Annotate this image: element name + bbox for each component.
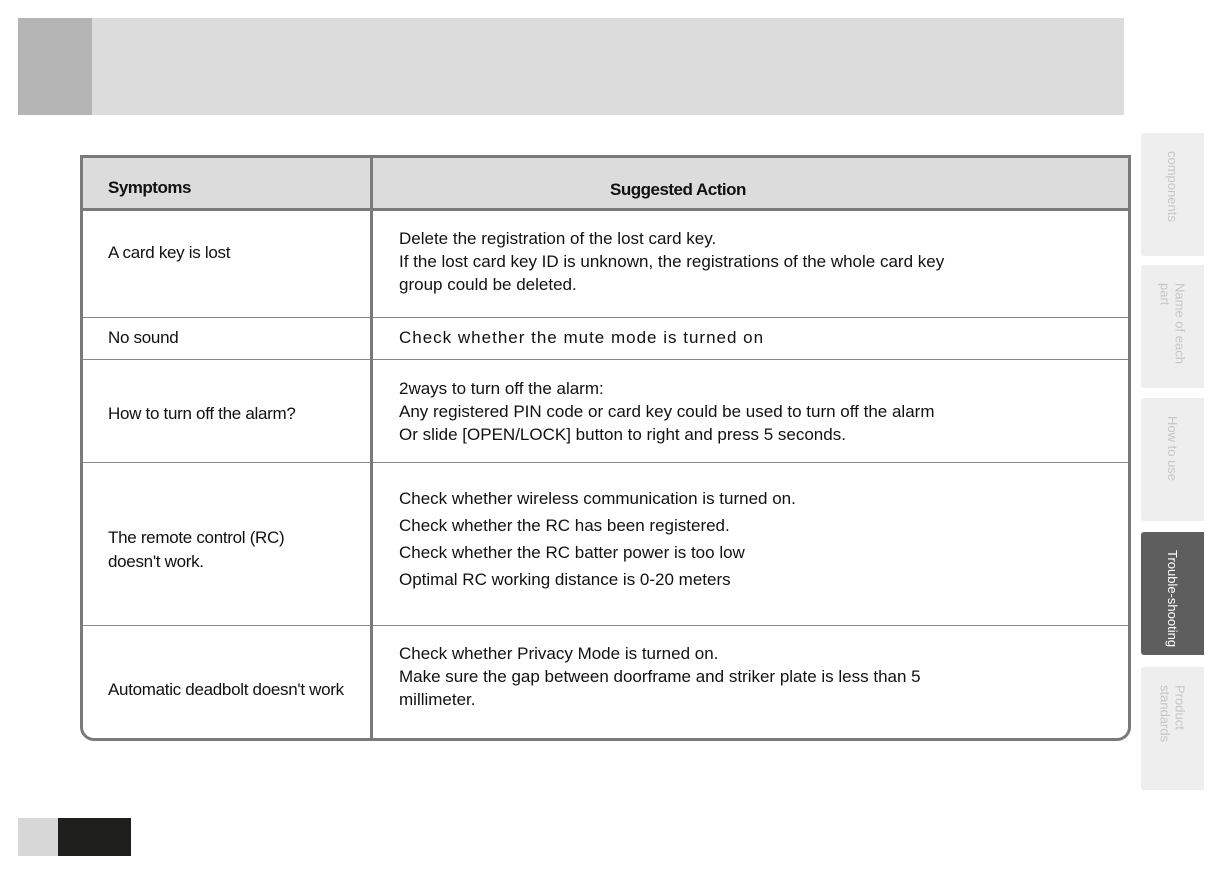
table-header: Symptoms Suggested Action bbox=[83, 158, 1128, 211]
side-tab[interactable]: Product standards bbox=[1141, 667, 1204, 790]
action-text: Check whether wireless communication is … bbox=[399, 489, 796, 508]
table-row: Automatic deadbolt doesn't work Check whe… bbox=[83, 626, 1128, 738]
page-marker-dark bbox=[58, 818, 131, 856]
action-text: 2ways to turn off the alarm: bbox=[399, 379, 604, 398]
symptom-cell: Automatic deadbolt doesn't work bbox=[108, 678, 344, 702]
action-cell: 2ways to turn off the alarm: Any register… bbox=[399, 377, 934, 446]
action-cell: Check whether the mute mode is turned on bbox=[399, 326, 764, 349]
symptom-text: The remote control (RC) bbox=[108, 528, 285, 547]
action-text: Check whether the mute mode is turned on bbox=[399, 328, 765, 347]
action-text: Check whether the RC batter power is too… bbox=[399, 543, 745, 562]
page-marker-light bbox=[18, 818, 58, 856]
symptom-cell: How to turn off the alarm? bbox=[108, 402, 296, 426]
symptom-text: A card key is lost bbox=[108, 243, 231, 262]
action-text: Optimal RC working distance is 0-20 mete… bbox=[399, 570, 731, 589]
header-square bbox=[18, 18, 92, 115]
action-text: Check whether Privacy Mode is turned on. bbox=[399, 644, 719, 663]
action-cell: Check whether Privacy Mode is turned on.… bbox=[399, 642, 921, 711]
symptom-cell: The remote control (RC) doesn't work. bbox=[108, 526, 285, 574]
side-tab-label: Name of each part bbox=[1157, 283, 1188, 364]
side-tab-label: components bbox=[1165, 151, 1180, 222]
action-text: millimeter. bbox=[399, 690, 476, 709]
side-tab-label: How to use bbox=[1165, 416, 1180, 482]
action-text: Make sure the gap between doorframe and … bbox=[399, 667, 921, 686]
table-row: The remote control (RC) doesn't work. Chec… bbox=[83, 463, 1128, 626]
table-row: No sound Check whether the mute mode is t… bbox=[83, 318, 1128, 360]
side-tab[interactable]: Name of each part bbox=[1141, 265, 1204, 388]
symptom-cell: A card key is lost bbox=[108, 241, 230, 265]
action-cell: Check whether wireless communication is … bbox=[399, 485, 796, 593]
action-text: Or slide [OPEN/LOCK] button to right and… bbox=[399, 425, 846, 444]
symptom-text: No sound bbox=[108, 328, 179, 347]
action-text: group could be deleted. bbox=[399, 275, 577, 294]
column-divider bbox=[370, 158, 373, 738]
action-text: If the lost card key ID is unknown, the … bbox=[399, 252, 945, 271]
table-row: How to turn off the alarm? 2ways to turn … bbox=[83, 360, 1128, 463]
side-tab[interactable]: How to use bbox=[1141, 398, 1204, 521]
symptom-text: doesn't work. bbox=[108, 552, 204, 571]
side-tab[interactable]: components bbox=[1141, 133, 1204, 256]
symptom-text: How to turn off the alarm? bbox=[108, 404, 296, 423]
side-tab[interactable]: Trouble-shooting bbox=[1141, 532, 1204, 655]
side-tab-label: Trouble-shooting bbox=[1165, 550, 1180, 648]
symptom-text: Automatic deadbolt doesn't work bbox=[108, 680, 344, 699]
action-text: Delete the registration of the lost card… bbox=[399, 229, 717, 248]
action-text: Any registered PIN code or card key coul… bbox=[399, 402, 935, 421]
header-symptoms: Symptoms bbox=[108, 178, 191, 197]
symptom-cell: No sound bbox=[108, 326, 179, 350]
action-cell: Delete the registration of the lost card… bbox=[399, 227, 944, 296]
troubleshooting-table: Symptoms Suggested Action A card key is … bbox=[80, 155, 1131, 741]
table-row: A card key is lost Delete the registratio… bbox=[83, 211, 1128, 318]
header-action: Suggested Action bbox=[610, 180, 746, 199]
side-tab-label: Product standards bbox=[1157, 685, 1188, 743]
header-banner bbox=[18, 18, 1124, 115]
action-text: Check whether the RC has been registered… bbox=[399, 516, 730, 535]
